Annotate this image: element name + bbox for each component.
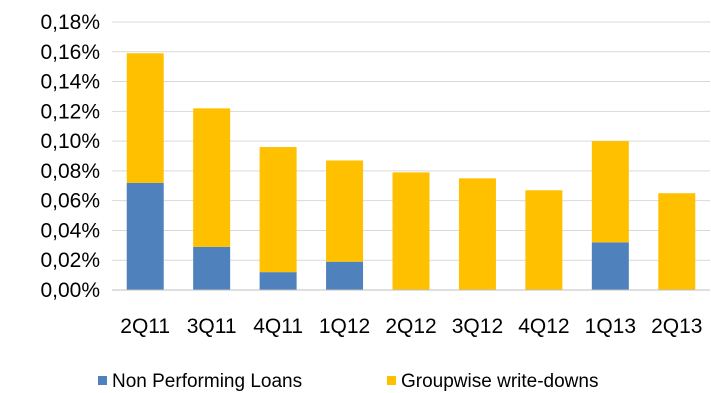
bar-groupwise-write-downs-1q13 (591, 141, 629, 243)
x-tick-label: 2Q13 (651, 315, 702, 338)
y-tick-label: 0,00% (40, 279, 100, 302)
y-tick-label: 0,04% (40, 219, 100, 242)
x-tick-label: 4Q12 (518, 315, 569, 338)
bar-groupwise-write-downs-4q12 (525, 190, 563, 290)
bar-groupwise-write-downs-1q12 (326, 160, 364, 262)
y-tick-label: 0,18% (40, 11, 100, 34)
y-tick-label: 0,06% (40, 190, 100, 213)
bar-groupwise-write-downs-3q11 (193, 108, 231, 247)
bar-non-performing-loans-4q11 (259, 272, 297, 290)
y-tick-label: 0,12% (40, 100, 100, 123)
bars (126, 53, 696, 290)
x-axis-ticks: 2Q11 3Q11 4Q11 1Q12 2Q12 3Q12 4Q12 1Q13 2Q13 (120, 315, 702, 338)
bar-non-performing-loans-1q13 (591, 242, 629, 290)
x-tick-label: 3Q11 (187, 315, 237, 338)
legend-swatch (387, 376, 396, 385)
x-tick-label: 3Q12 (452, 315, 503, 338)
x-tick-label: 1Q12 (319, 315, 370, 338)
y-tick-label: 0,08% (40, 160, 100, 183)
y-tick-label: 0,14% (40, 71, 100, 94)
legend: Non Performing Loans Groupwise write-down… (98, 371, 598, 392)
y-tick-label: 0,02% (40, 249, 100, 272)
x-tick-label: 4Q11 (253, 315, 303, 338)
bar-groupwise-write-downs-3q12 (458, 178, 496, 290)
bar-groupwise-write-downs-4q11 (259, 147, 297, 273)
y-tick-label: 0,10% (40, 130, 100, 153)
y-axis-ticks: 0,00% 0,02% 0,04% 0,06% 0,08% 0,10% 0,12% 0,14%… (40, 11, 100, 302)
bar-groupwise-write-downs-2q11 (126, 53, 164, 183)
legend-swatch (98, 376, 107, 385)
legend-label: Non Performing Loans (112, 371, 302, 392)
x-tick-label: 2Q11 (120, 315, 170, 338)
x-tick-label: 2Q12 (385, 315, 436, 338)
bar-groupwise-write-downs-2q13 (658, 193, 696, 290)
bar-non-performing-loans-1q12 (326, 261, 364, 290)
bar-groupwise-write-downs-2q12 (392, 172, 430, 290)
y-tick-label: 0,16% (40, 41, 100, 64)
bar-non-performing-loans-3q11 (193, 246, 231, 290)
legend-label: Groupwise write-downs (401, 371, 598, 392)
bar-non-performing-loans-2q11 (126, 182, 164, 290)
x-tick-label: 1Q13 (585, 315, 636, 338)
